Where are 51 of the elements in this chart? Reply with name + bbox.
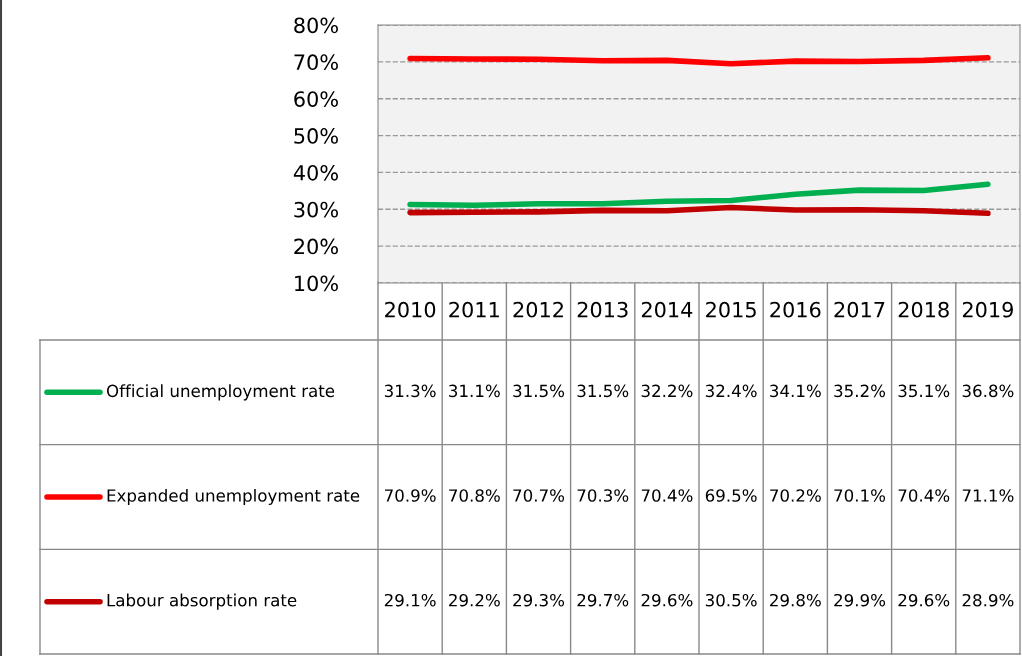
x-tick-label: 2010 (385, 301, 436, 318)
data-label: 30.5% (705, 593, 757, 607)
data-label: 29.6% (641, 593, 693, 607)
data-label: 70.4% (641, 489, 693, 502)
data-label: 29.8% (770, 593, 821, 607)
x-tick-label: 2011 (449, 301, 499, 318)
y-tick-label: 40% (293, 164, 338, 181)
data-label: 70.4% (898, 489, 950, 502)
x-tick-label: 2018 (898, 301, 949, 318)
data-label: 70.3% (577, 489, 629, 502)
data-label: 31.5% (513, 384, 565, 398)
data-label: 70.8% (449, 489, 500, 502)
data-label: 70.1% (834, 489, 886, 502)
data-label: 28.9% (962, 593, 1014, 607)
x-tick-label: 2017 (834, 301, 885, 318)
y-tick-label: 70% (294, 54, 338, 71)
data-label: 29.7% (577, 593, 629, 607)
data-label: 31.5% (577, 384, 629, 398)
y-tick-label: 50% (294, 128, 338, 144)
x-tick-label: 2019 (962, 301, 1013, 318)
data-label: 70.2% (770, 489, 821, 502)
data-label: 31.3% (384, 384, 436, 398)
data-label: 71.1% (962, 489, 1014, 502)
y-tick-label: 80% (294, 17, 338, 34)
data-label: 70.7% (513, 489, 565, 502)
data-label: 29.6% (898, 593, 950, 607)
data-label: 32.4% (705, 384, 757, 398)
y-tick-label: 60% (294, 91, 338, 107)
data-label: 34.1% (770, 384, 821, 398)
data-label: 29.9% (834, 593, 886, 607)
data-label: 36.8% (962, 384, 1014, 398)
y-tick-label: 20% (294, 238, 338, 255)
data-label: 70.9% (384, 489, 436, 502)
y-tick-label: 30% (294, 201, 338, 218)
legend-label: Labour absorption rate (107, 593, 297, 610)
y-tick-label: 10% (295, 275, 338, 292)
legend-label: Expanded unemployment rate (107, 488, 360, 506)
data-label: 29.3% (513, 593, 565, 607)
data-label: 35.1% (898, 384, 950, 398)
x-tick-label: 2013 (577, 301, 628, 318)
x-tick-label: 2015 (706, 301, 756, 318)
data-label: 35.2% (834, 384, 886, 398)
data-label: 32.2% (641, 384, 693, 398)
x-tick-label: 2014 (641, 301, 693, 318)
data-label: 31.1% (449, 384, 500, 398)
data-label: 69.5% (705, 489, 757, 502)
x-tick-label: 2016 (770, 301, 821, 318)
x-tick-label: 2012 (513, 301, 563, 318)
data-label: 29.2% (449, 593, 500, 607)
legend-label: Official unemployment rate (106, 384, 335, 401)
data-label: 29.1% (384, 593, 436, 607)
